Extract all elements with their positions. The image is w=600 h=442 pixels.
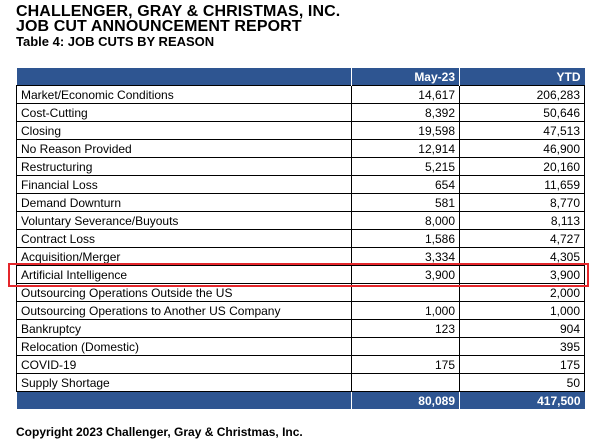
cell-may-23: 654	[351, 175, 460, 194]
cell-may-23	[351, 373, 460, 392]
report-header: CHALLENGER, GRAY & CHRISTMAS, INC. JOB C…	[16, 4, 340, 50]
total-label	[16, 391, 352, 409]
table-row: Bankruptcy 123 904	[16, 319, 585, 338]
company-title: CHALLENGER, GRAY & CHRISTMAS, INC.	[16, 3, 341, 20]
cell-may-23: 175	[351, 355, 460, 374]
cell-reason: Market/Economic Conditions	[16, 85, 352, 104]
table-body: Market/Economic Conditions 14,617 206,283 C…	[16, 85, 585, 392]
cell-may-23: 3,900	[351, 265, 460, 284]
cell-ytd: 8,770	[459, 193, 585, 212]
cell-ytd: 20,160	[459, 157, 585, 176]
cell-reason: Contract Loss	[16, 229, 352, 248]
header-ytd: YTD	[459, 68, 585, 86]
cell-reason: Outsourcing Operations Outside the US	[16, 283, 352, 302]
total-may-23: 80,089	[351, 391, 460, 409]
cell-may-23	[351, 337, 460, 356]
cell-reason: Restructuring	[16, 157, 352, 176]
cell-may-23: 12,914	[351, 139, 460, 158]
table-row: Acquisition/Merger 3,334 4,305	[16, 247, 585, 266]
table-subtitle: Table 4: JOB CUTS BY REASON	[16, 34, 215, 49]
table-row: Outsourcing Operations to Another US Com…	[16, 301, 585, 320]
cell-may-23: 8,000	[351, 211, 460, 230]
cell-ytd: 11,659	[459, 175, 585, 194]
cell-ytd: 47,513	[459, 121, 585, 140]
cell-ytd: 3,900	[459, 265, 585, 284]
cell-ytd: 2,000	[459, 283, 585, 302]
cell-reason: Bankruptcy	[16, 319, 352, 338]
cell-reason: Outsourcing Operations to Another US Com…	[16, 301, 352, 320]
cell-ytd: 50	[459, 373, 585, 392]
cell-ytd: 1,000	[459, 301, 585, 320]
header-reason	[16, 68, 352, 86]
cell-may-23: 1,000	[351, 301, 460, 320]
cell-ytd: 175	[459, 355, 585, 374]
cell-ytd: 395	[459, 337, 585, 356]
cell-reason: COVID-19	[16, 355, 352, 374]
table-row: Supply Shortage 50	[16, 373, 585, 392]
table-row: COVID-19 175 175	[16, 355, 585, 374]
cell-reason: Demand Downturn	[16, 193, 352, 212]
table-row: Financial Loss 654 11,659	[16, 175, 585, 194]
report-title: JOB CUT ANNOUNCEMENT REPORT	[16, 18, 302, 35]
table-row: Restructuring 5,215 20,160	[16, 157, 585, 176]
table-row: Outsourcing Operations Outside the US 2,0…	[16, 283, 585, 302]
cell-may-23: 19,598	[351, 121, 460, 140]
table-header-row: May-23 YTD	[16, 68, 585, 86]
cell-may-23: 5,215	[351, 157, 460, 176]
job-cuts-table-container: May-23 YTD Market/Economic Conditions 14,…	[16, 68, 585, 409]
cell-reason: No Reason Provided	[16, 139, 352, 158]
cell-reason: Voluntary Severance/Buyouts	[16, 211, 352, 230]
table-row: Closing 19,598 47,513	[16, 121, 585, 140]
cell-ytd: 4,727	[459, 229, 585, 248]
header-may-23: May-23	[351, 68, 460, 86]
cell-ytd: 904	[459, 319, 585, 338]
cell-reason: Artificial Intelligence	[16, 265, 352, 284]
cell-reason: Supply Shortage	[16, 373, 352, 392]
table-total-row: 80,089 417,500	[16, 391, 585, 409]
cell-ytd: 4,305	[459, 247, 585, 266]
copyright-footer: Copyright 2023 Challenger, Gray & Christ…	[16, 425, 303, 439]
table-row: Artificial Intelligence 3,900 3,900	[16, 265, 585, 284]
cell-may-23: 123	[351, 319, 460, 338]
cell-ytd: 206,283	[459, 85, 585, 104]
job-cuts-table: May-23 YTD Market/Economic Conditions 14,…	[16, 68, 585, 409]
cell-ytd: 50,646	[459, 103, 585, 122]
table-row: Contract Loss 1,586 4,727	[16, 229, 585, 248]
cell-may-23	[351, 283, 460, 302]
table-row: Demand Downturn 581 8,770	[16, 193, 585, 212]
cell-may-23: 581	[351, 193, 460, 212]
cell-may-23: 14,617	[351, 85, 460, 104]
total-ytd: 417,500	[459, 391, 585, 409]
cell-reason: Cost-Cutting	[16, 103, 352, 122]
cell-reason: Relocation (Domestic)	[16, 337, 352, 356]
cell-reason: Closing	[16, 121, 352, 140]
table-row: Relocation (Domestic) 395	[16, 337, 585, 356]
cell-ytd: 8,113	[459, 211, 585, 230]
cell-may-23: 3,334	[351, 247, 460, 266]
cell-reason: Acquisition/Merger	[16, 247, 352, 266]
cell-may-23: 1,586	[351, 229, 460, 248]
table-row: Voluntary Severance/Buyouts 8,000 8,113	[16, 211, 585, 230]
cell-ytd: 46,900	[459, 139, 585, 158]
cell-reason: Financial Loss	[16, 175, 352, 194]
table-row: Market/Economic Conditions 14,617 206,283	[16, 85, 585, 104]
cell-may-23: 8,392	[351, 103, 460, 122]
table-row: Cost-Cutting 8,392 50,646	[16, 103, 585, 122]
table-row: No Reason Provided 12,914 46,900	[16, 139, 585, 158]
